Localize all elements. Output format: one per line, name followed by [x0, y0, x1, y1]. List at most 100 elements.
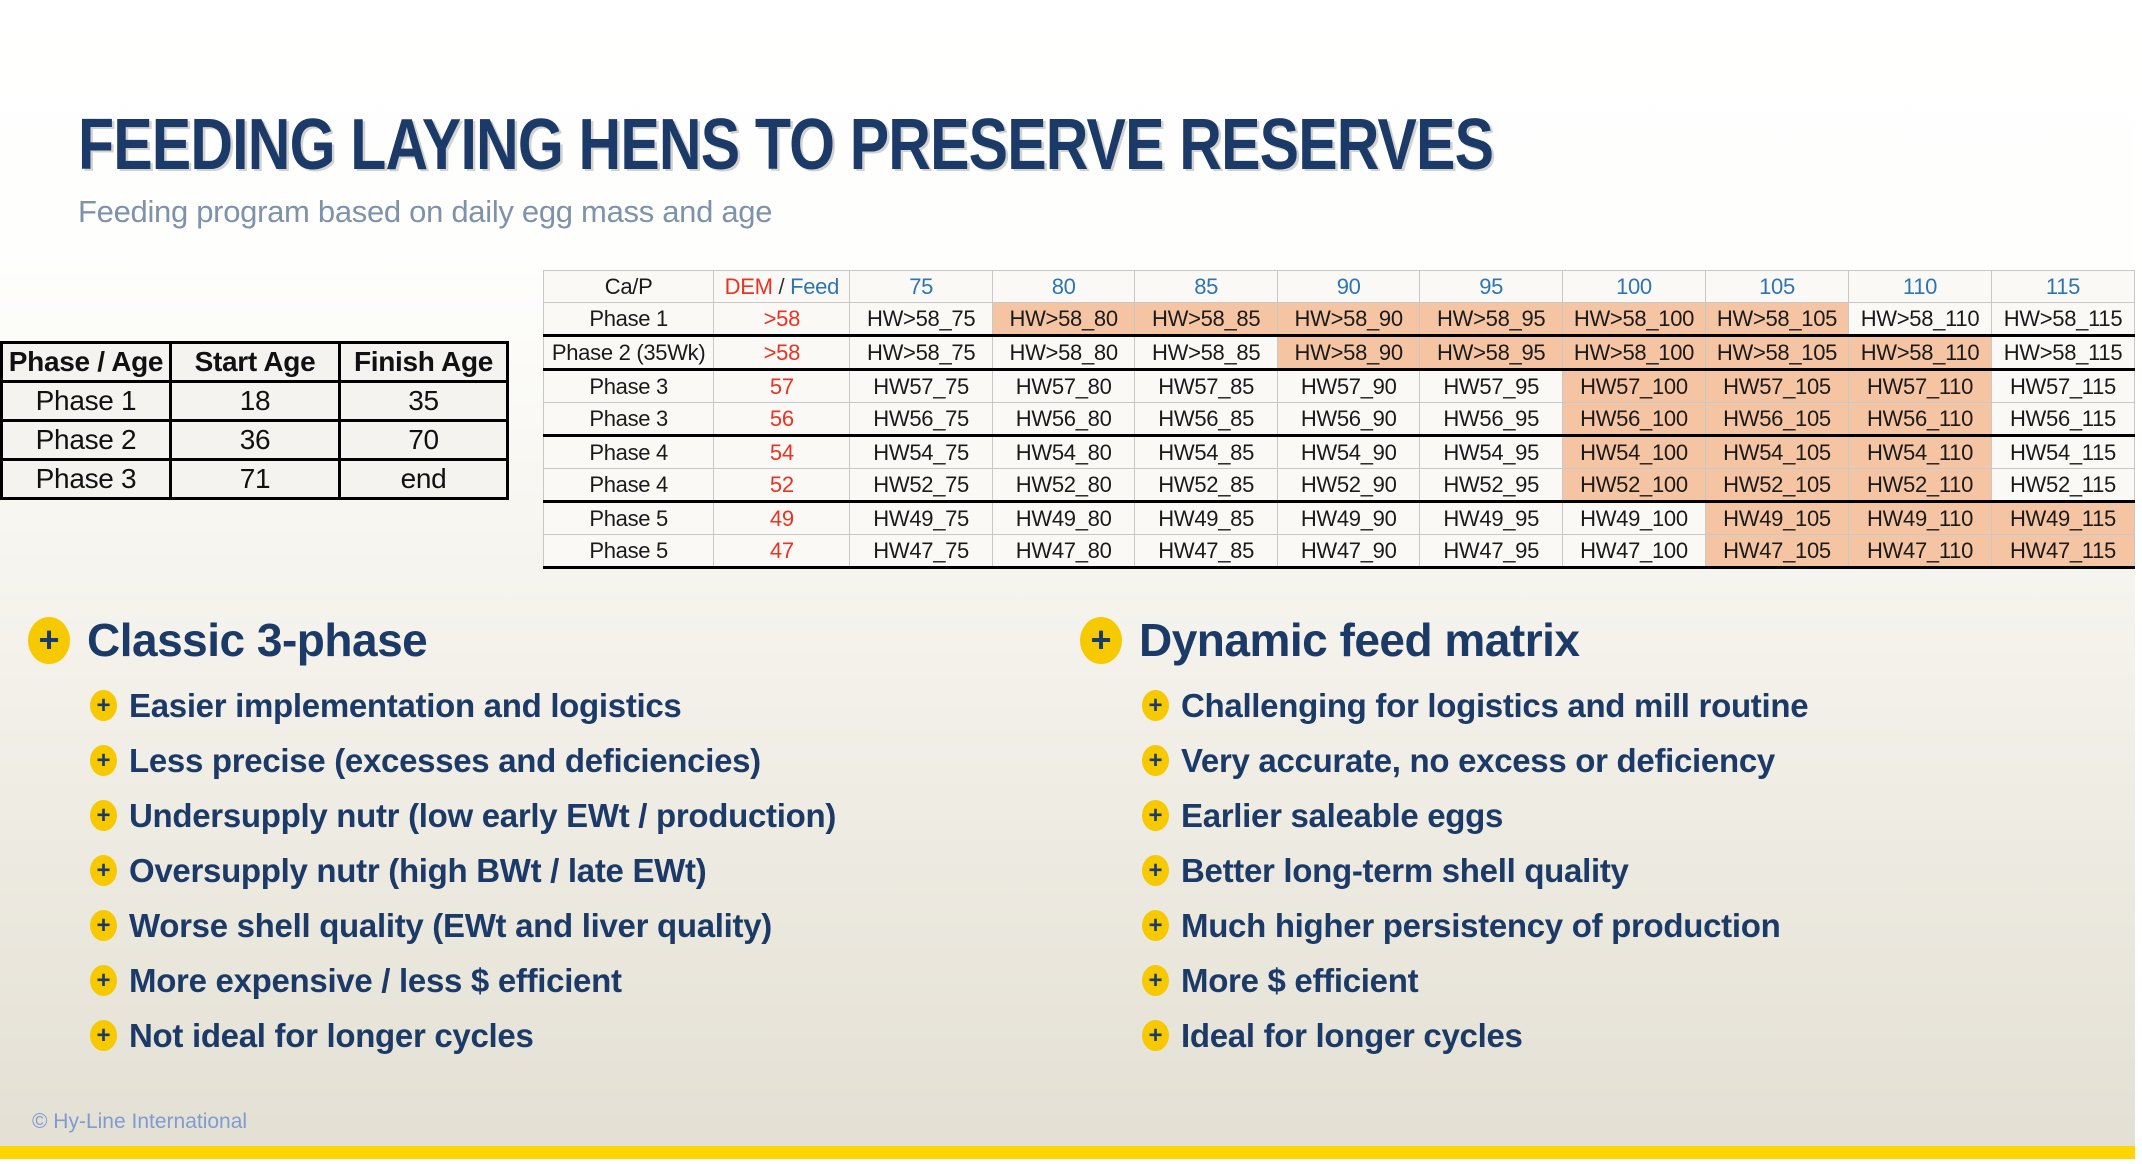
age-table-cell: end: [338, 458, 509, 500]
matrix-row: Phase 5 47 HW47_75 HW47_80 HW47_85 HW47_90 HW4…: [542, 534, 2136, 569]
age-table-row: Phase 2 36 70: [0, 419, 509, 461]
plus-icon: +: [90, 745, 117, 776]
section-heading: + Classic 3-phase: [28, 610, 836, 670]
list-item-text: Undersupply nutr (low early EWt / produc…: [129, 796, 837, 834]
matrix-dem-cell: >58: [713, 302, 851, 337]
matrix-cell: HW52_100: [1561, 468, 1706, 503]
matrix-cell: HW>58_100: [1561, 335, 1706, 371]
feed-label: Feed: [790, 273, 840, 299]
matrix-cell: HW>58_85: [1134, 302, 1278, 337]
list-item-text: Challenging for logistics and mill routi…: [1181, 686, 1809, 724]
matrix-cell: HW47_110: [1848, 534, 1992, 569]
matrix-cell: HW52_105: [1704, 468, 1850, 503]
matrix-phase-cell: Phase 5: [542, 534, 715, 569]
slide-title: FEEDING LAYING HENS TO PRESERVE RESERVES: [78, 105, 1494, 185]
plus-icon: +: [90, 690, 117, 721]
matrix-cell: HW>58_110: [1848, 302, 1992, 337]
list-item-text: Ideal for longer cycles: [1181, 1016, 1523, 1054]
section-classic-3-phase: + Classic 3-phase + Easier implementation…: [28, 610, 836, 1063]
plus-icon: +: [90, 800, 117, 831]
matrix-row: Phase 4 54 HW54_75 HW54_80 HW54_85 HW54_90 HW5…: [542, 435, 2136, 469]
feed-matrix-table-body: Phase 1 >58 HW>58_75 HW>58_80 HW>58_85 HW>58_…: [542, 302, 2136, 569]
matrix-cell: HW>58_80: [991, 302, 1136, 337]
matrix-cell: HW47_105: [1704, 534, 1850, 569]
matrix-cell: HW49_100: [1561, 501, 1706, 535]
section-item-list: + Challenging for logistics and mill rout…: [1142, 678, 1809, 1063]
list-item: + Challenging for logistics and mill rout…: [1142, 678, 1809, 733]
plus-icon: +: [1142, 910, 1169, 941]
matrix-cell: HW52_90: [1276, 468, 1421, 503]
matrix-cell: HW52_75: [849, 468, 993, 503]
matrix-cell: HW54_85: [1134, 435, 1278, 469]
matrix-cell: HW>58_105: [1704, 302, 1850, 337]
matrix-cell: HW49_85: [1134, 501, 1278, 535]
matrix-dem-cell: 57: [713, 369, 851, 403]
matrix-cell: HW57_105: [1704, 369, 1850, 403]
matrix-cell: HW47_80: [991, 534, 1136, 569]
plus-icon: +: [1142, 965, 1169, 996]
age-table-row: Phase 3 71 end: [0, 458, 509, 500]
matrix-phase-cell: Phase 3: [542, 369, 715, 403]
matrix-col-header: 75: [849, 270, 993, 303]
matrix-row: Phase 2 (35Wk) >58 HW>58_75 HW>58_80 HW>58_8…: [542, 335, 2136, 371]
section-heading-text: Dynamic feed matrix: [1139, 614, 1580, 666]
matrix-corner-header: Ca/P: [542, 270, 715, 303]
matrix-col-header: 90: [1276, 270, 1421, 303]
matrix-cell: HW56_75: [849, 402, 993, 437]
age-table-cell: 71: [169, 458, 341, 500]
matrix-cell: HW>58_100: [1561, 302, 1706, 337]
list-item-text: Worse shell quality (EWt and liver quali…: [129, 906, 772, 944]
matrix-cell: HW47_115: [1990, 534, 2136, 569]
matrix-phase-cell: Phase 1: [542, 302, 715, 337]
matrix-cell: HW>58_80: [991, 335, 1136, 371]
age-table-cell: Phase 2: [0, 419, 172, 461]
matrix-cell: HW57_100: [1561, 369, 1706, 403]
slide-subtitle: Feeding program based on daily egg mass …: [78, 194, 773, 229]
matrix-cell: HW54_105: [1704, 435, 1850, 469]
list-item: + More $ efficient: [1142, 953, 1808, 1008]
list-item-text: More expensive / less $ efficient: [129, 961, 622, 999]
matrix-cell: HW54_100: [1561, 435, 1706, 469]
matrix-cell: HW54_95: [1419, 435, 1563, 469]
list-item-text: Better long-term shell quality: [1181, 851, 1629, 889]
matrix-row: Phase 4 52 HW52_75 HW52_80 HW52_85 HW52_90 HW5…: [542, 468, 2136, 503]
list-item-text: Very accurate, no excess or deficiency: [1181, 741, 1775, 779]
list-item-text: Earlier saleable eggs: [1181, 796, 1504, 834]
matrix-cell: HW52_85: [1134, 468, 1278, 503]
age-table-cell: 70: [338, 419, 509, 461]
age-table-header: Phase / Age: [0, 341, 172, 383]
list-item: + Undersupply nutr (low early EWt / produ…: [90, 788, 836, 843]
matrix-cell: HW54_80: [991, 435, 1136, 469]
matrix-row: Phase 3 56 HW56_75 HW56_80 HW56_85 HW56_90 HW5…: [542, 402, 2136, 437]
matrix-col-header: 80: [991, 270, 1136, 303]
dem-feed-separator: /: [772, 273, 791, 299]
matrix-cell: HW47_85: [1134, 534, 1278, 569]
matrix-cell: HW54_115: [1990, 435, 2136, 469]
matrix-cell: HW57_115: [1990, 369, 2136, 403]
matrix-row: Phase 1 >58 HW>58_75 HW>58_80 HW>58_85 HW>58_…: [542, 302, 2136, 337]
list-item: + Ideal for longer cycles: [1142, 1008, 1808, 1063]
phase-age-table-body: Phase 1 18 35 Phase 2 36 70 Phase 3 71 end: [0, 380, 509, 500]
matrix-cell: HW47_90: [1276, 534, 1421, 569]
matrix-cell: HW>58_75: [849, 335, 993, 371]
list-item-text: Not ideal for longer cycles: [129, 1016, 534, 1054]
matrix-cell: HW57_110: [1848, 369, 1992, 403]
matrix-cell: HW49_110: [1848, 501, 1992, 535]
matrix-cell: HW56_90: [1276, 402, 1421, 437]
matrix-dem-cell: 54: [713, 435, 851, 469]
list-item: + Not ideal for longer cycles: [90, 1008, 836, 1063]
matrix-dem-cell: >58: [713, 335, 851, 371]
matrix-col-header: 115: [1990, 270, 2136, 303]
section-heading: + Dynamic feed matrix: [1080, 610, 1808, 670]
plus-icon: +: [1142, 855, 1169, 886]
matrix-cell: HW56_110: [1848, 402, 1992, 437]
age-table-cell: Phase 1: [0, 380, 172, 422]
matrix-cell: HW56_100: [1561, 402, 1706, 437]
matrix-cell: HW>58_90: [1276, 335, 1421, 371]
copyright-text: © Hy-Line International: [32, 1110, 248, 1133]
age-table-cell: 36: [169, 419, 341, 461]
matrix-cell: HW>58_90: [1276, 302, 1421, 337]
matrix-cell: HW47_75: [849, 534, 993, 569]
matrix-col-header: 100: [1561, 270, 1706, 303]
bottom-accent-bar: [0, 1146, 2135, 1159]
